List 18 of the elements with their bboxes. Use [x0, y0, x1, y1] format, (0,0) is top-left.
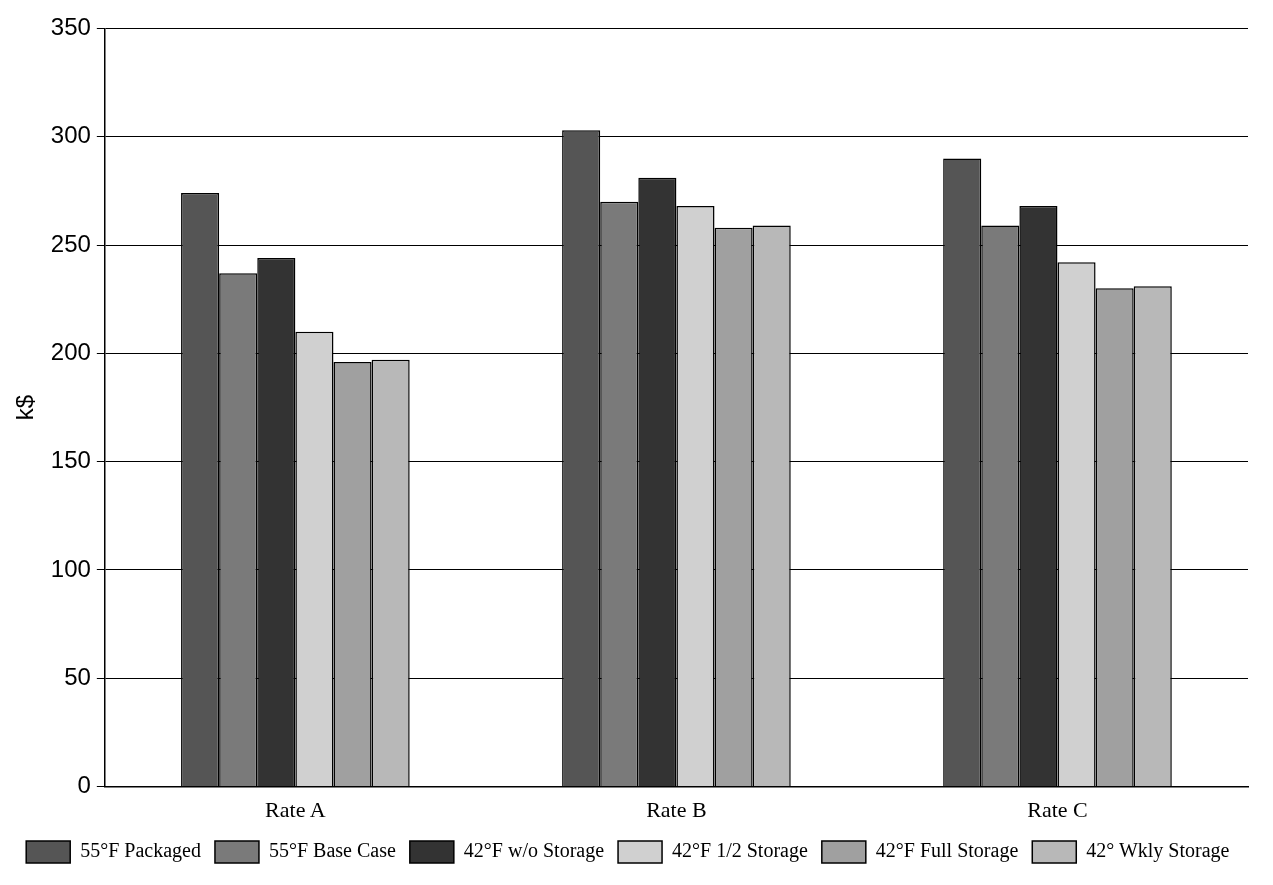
legend-label: 42°F Full Storage — [875, 839, 1019, 863]
y-tick-label: 250 — [50, 229, 91, 257]
legend-label: 55°F Base Case — [268, 839, 396, 862]
y-tick-label: 50 — [64, 662, 91, 690]
y-tick-label: 300 — [50, 121, 91, 149]
x-tick-label: Rate B — [646, 796, 707, 822]
legend-label: 42°F w/o Storage — [463, 839, 605, 863]
y-tick-label: 350 — [50, 13, 91, 41]
x-tick-label: Rate C — [1027, 796, 1088, 822]
y-tick-label: 150 — [50, 446, 91, 474]
legend-label: 42°F 1/2 Storage — [672, 839, 808, 863]
y-tick-label: 100 — [50, 554, 91, 582]
y-axis-title: k$ — [11, 394, 39, 421]
x-tick-label: Rate A — [265, 796, 326, 822]
legend-label: 42° Wkly Storage — [1086, 839, 1230, 863]
legend-label: 55°F Packaged — [80, 839, 201, 863]
y-tick-label: 0 — [77, 771, 91, 799]
y-tick-label: 200 — [50, 337, 91, 365]
